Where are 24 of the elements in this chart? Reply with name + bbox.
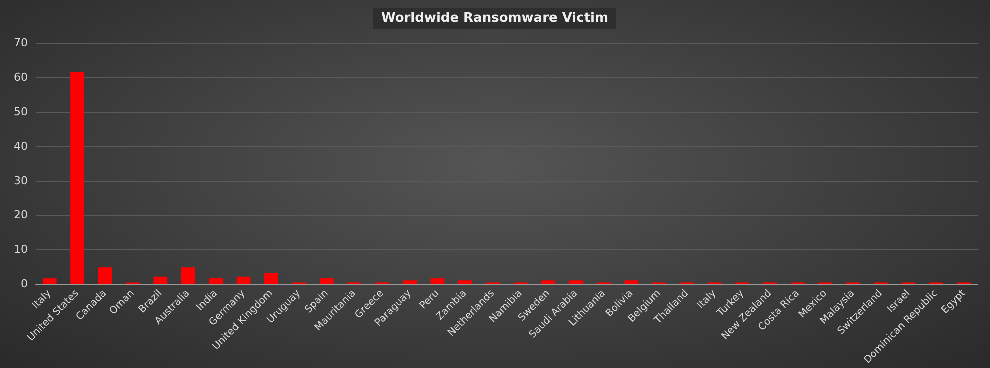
- bar: [154, 276, 168, 284]
- y-tick-label: 0: [21, 278, 28, 291]
- chart-title: Worldwide Ransomware Victim: [381, 11, 609, 26]
- bar: [542, 280, 556, 284]
- bar: [42, 278, 57, 284]
- y-tick-label: 40: [14, 140, 28, 153]
- bar: [458, 280, 472, 284]
- y-tick-label: 60: [14, 70, 28, 84]
- bar: [403, 280, 417, 284]
- bar: [264, 273, 278, 284]
- bar: [320, 278, 334, 284]
- bar: [236, 276, 251, 284]
- bar: [70, 72, 84, 284]
- bar: [430, 278, 445, 284]
- y-tick-label: 20: [14, 208, 28, 222]
- y-tick-label: 50: [14, 105, 28, 118]
- bar: [98, 268, 112, 284]
- bar: [209, 278, 224, 284]
- bar: [569, 280, 584, 284]
- bar: [181, 268, 196, 284]
- y-tick-label: 30: [14, 174, 28, 188]
- y-tick-label: 10: [14, 243, 28, 256]
- bar: [624, 280, 639, 284]
- y-tick-label: 70: [14, 36, 28, 50]
